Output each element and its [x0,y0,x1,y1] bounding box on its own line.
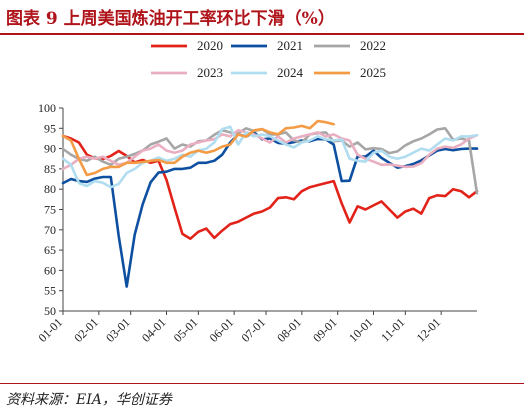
y-tick-label: 60 [44,263,56,277]
series-line-2023 [61,129,479,171]
x-tick-label: 12-01 [414,315,444,345]
y-tick-label: 90 [44,142,56,156]
x-tick-label: 03-01 [103,315,133,345]
x-tick-label: 02-01 [71,315,101,345]
x-tick-label: 04-01 [139,315,169,345]
y-tick-label: 65 [44,243,56,257]
source-note: 资料来源：EIA，华创证券 [6,392,172,408]
y-tick-label: 95 [44,121,56,135]
x-tick-label: 07-01 [238,315,268,345]
y-tick-label: 80 [44,182,56,196]
series-line-2025 [61,119,335,177]
series-line-2024 [61,125,479,189]
x-tick-label: 01-01 [35,315,65,345]
y-tick-label: 70 [44,223,56,237]
title-rule [0,33,524,35]
legend-label-2025: 2025 [360,65,386,80]
source-rule [0,383,524,384]
x-tick-label: 10-01 [346,315,376,345]
y-tick-label: 100 [38,101,56,115]
legend: 2020 2021 2022 2023 2024 2025 [151,38,386,80]
x-tick-label: 05-01 [171,315,201,345]
chart-title: 图表 9 上周美国炼油开工率环比下滑（%） [6,9,335,29]
series-line-2022 [61,127,479,195]
legend-label-2021: 2021 [277,38,303,53]
series-group [61,119,479,288]
legend-label-2024: 2024 [277,65,304,80]
title-bar: 图表 9 上周美国炼油开工率环比下滑（%） [0,0,524,35]
x-tick-label: 11-01 [378,315,407,344]
legend-label-2023: 2023 [197,65,223,80]
y-tick-label: 50 [44,304,56,318]
y-tick-label: 85 [44,162,56,176]
x-tick-label: 06-01 [207,315,237,345]
y-tick-label: 55 [44,284,56,298]
legend-label-2020: 2020 [197,38,223,53]
series-line-2021 [61,131,479,288]
x-tick-label: 08-01 [274,315,304,345]
x-tick-label: 09-01 [310,315,340,345]
axes: 50 55 60 65 70 75 80 85 90 95 100 01-01 02-01 03-01 04… [35,101,477,345]
line-chart: 2020 2021 2022 2023 2024 2025 50 55 60 65 70 75 80 8… [35,38,479,345]
legend-label-2022: 2022 [360,38,386,53]
y-tick-label: 75 [44,203,56,217]
